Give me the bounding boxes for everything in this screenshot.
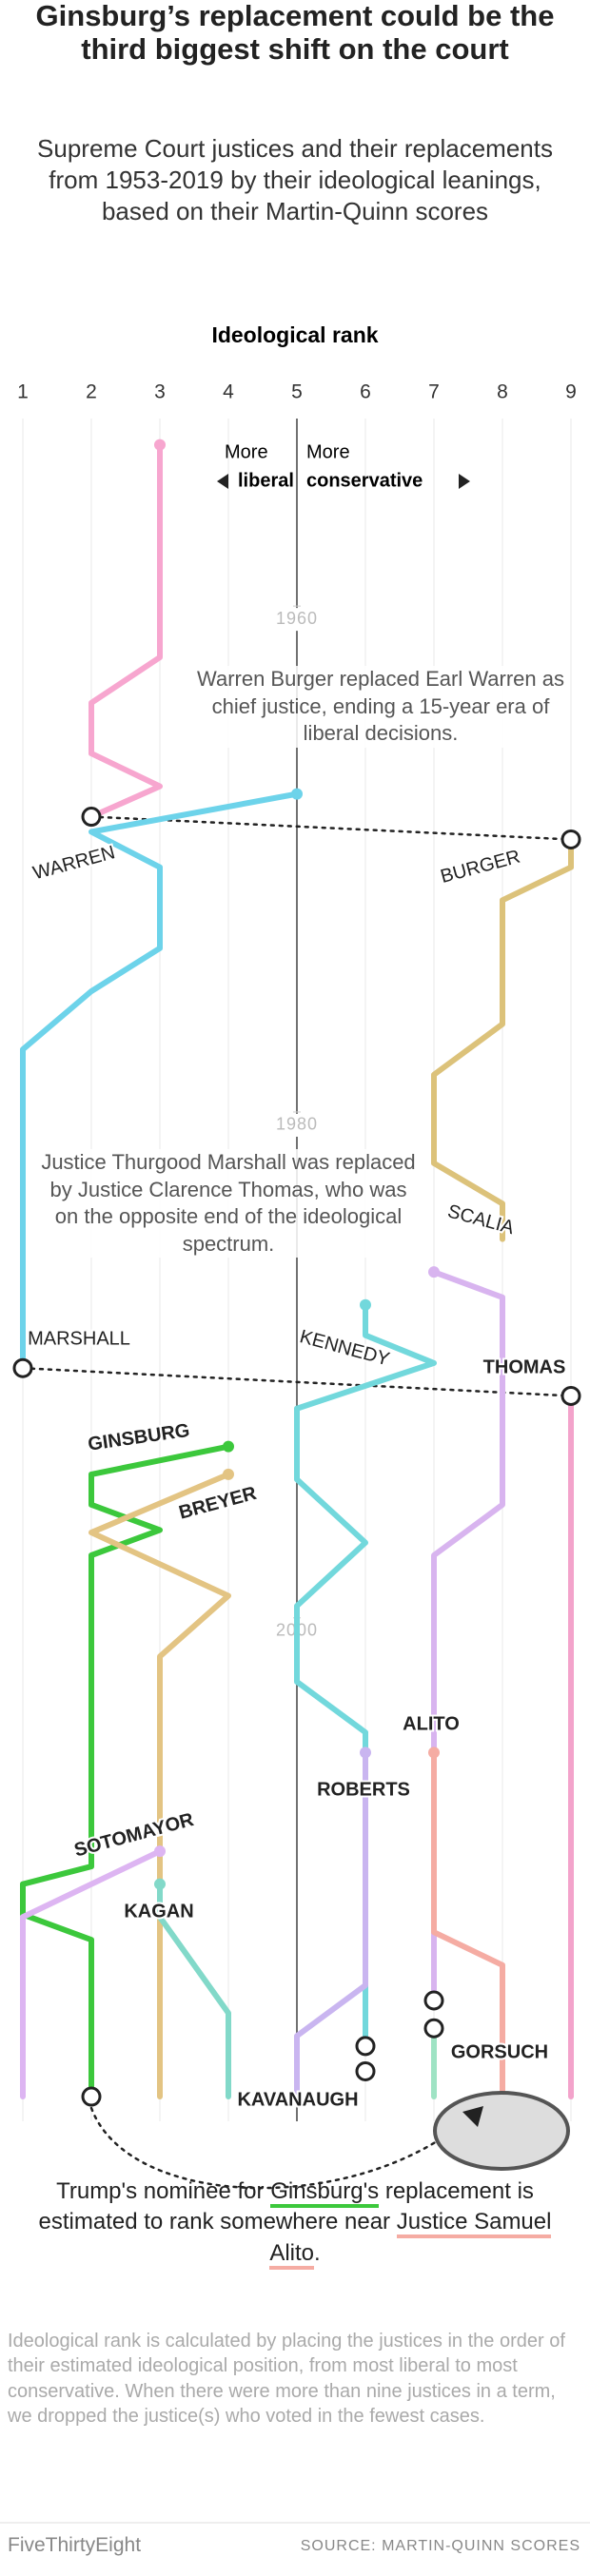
open-marker [560,829,581,849]
start-marker [360,1298,371,1311]
start-marker [154,439,166,451]
annotation: Justice Thurgood Marshall was replaced b… [38,1149,419,1259]
rank-tick-label: 9 [565,381,577,403]
series-label: WARREN [30,842,117,884]
note-text: . [314,2239,321,2266]
direction-label: liberal [238,470,294,491]
series-label: ROBERTS [317,1779,410,1800]
nominee-estimate [433,2091,570,2171]
start-marker [154,1878,166,1890]
open-marker [355,2036,376,2057]
justice-line [157,1881,231,2100]
justice-line [431,1269,505,2003]
justice-line [88,441,163,820]
rank-tick-label: 6 [360,381,371,403]
start-marker [428,1266,440,1278]
justice-line [294,1749,368,2100]
justice-line [20,1443,231,2100]
nominee-arrow [89,2106,476,2190]
direction-label: More [306,441,350,462]
series-label: THOMAS [483,1356,566,1377]
chart-subtitle: Supreme Court justices and their replace… [37,134,553,226]
note-text: Justice Samuel Alito [269,2209,552,2270]
note-text: Trump's nominee for [56,2178,271,2204]
start-marker [428,1747,440,1759]
open-marker [81,807,102,828]
series-label: KENNEDY [298,1326,392,1370]
year-tick-bg [270,608,324,632]
arrow-left [217,474,228,489]
source: SOURCE: MARTIN-QUINN SCORES [300,2538,580,2554]
year-tick-label: 1980 [276,1115,318,1134]
rank-tick-label: 8 [497,381,508,403]
start-marker [154,1845,166,1858]
annotation: Warren Burger replaced Earl Warren as ch… [195,666,566,748]
open-marker [560,1385,581,1406]
arrow-head [462,2106,483,2127]
start-marker [291,788,303,800]
note-text: replacement is estimated to rank somewhe… [38,2178,534,2235]
axis-title: Ideological rank [211,322,378,347]
series-label: KAVANAUGH [237,2089,358,2110]
series-label: ALITO [403,1713,460,1734]
start-marker [223,1468,234,1480]
year-tick-bg [270,1113,324,1137]
justice-line [88,1471,231,2100]
nominee-note: Trump's nominee for Ginsburg's replaceme… [29,2176,561,2270]
series-label: GORSUCH [451,2041,548,2062]
open-marker [423,2018,444,2039]
arrow-right [459,474,470,489]
footnote: Ideological rank is calculated by placin… [8,2331,565,2428]
year-tick-label: 1960 [276,609,318,628]
rank-tick-label: 4 [223,381,234,403]
justice-line [431,836,574,1242]
connector [21,1366,573,1397]
open-marker [355,2060,376,2081]
justice-line [20,790,300,1372]
series-label: KAGAN [124,1901,193,1922]
note-text: Ginsburg's [270,2178,380,2208]
direction-label: conservative [306,470,423,491]
connector [89,815,573,841]
open-marker [81,2086,102,2107]
series-label: GINSBURG [87,1420,191,1455]
rank-tick-label: 2 [86,381,97,403]
start-marker [360,1747,371,1759]
rank-tick-label: 1 [17,381,29,403]
chart-title: Ginsburg’s replacement could be the thir… [35,0,555,66]
start-marker [223,1440,234,1453]
justice-line [431,1749,505,2100]
brand: FiveThirtyEight [8,2534,142,2556]
series-label: BURGER [439,847,522,888]
open-marker [12,1357,33,1378]
rank-tick-label: 7 [428,381,440,403]
series-label: SCALIA [445,1200,517,1239]
rank-tick-label: 5 [291,381,303,403]
direction-label: More [225,441,268,462]
justice-line [20,1848,163,2100]
open-marker [423,1990,444,2011]
rank-tick-label: 3 [154,381,166,403]
series-label: MARSHALL [28,1328,130,1349]
